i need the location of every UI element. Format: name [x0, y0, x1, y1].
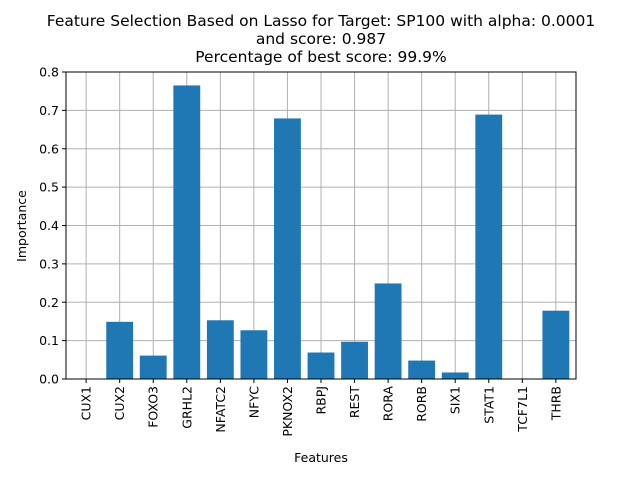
y-tick-label: 0.2 — [39, 295, 59, 310]
chart-title-line-3: Percentage of best score: 99.9% — [195, 48, 446, 66]
x-tick-label: REST — [347, 386, 362, 419]
y-tick-label: 0.5 — [39, 180, 59, 195]
x-axis: CUX1 CUX2 FOXO3 GRHL2 NFATC2 NFYC PKNOX2 RBPJ RE… — [79, 379, 563, 437]
y-tick-label: 0.8 — [39, 65, 59, 80]
x-tick-label: CUX1 — [79, 386, 94, 420]
bar-rorb — [408, 360, 436, 379]
x-tick-label: RORA — [381, 386, 396, 422]
bar-rora — [374, 283, 402, 379]
y-tick-label: 0.0 — [39, 372, 59, 387]
x-tick-label: CUX2 — [112, 386, 127, 420]
chart-title-line-2: and score: 0.987 — [256, 30, 386, 48]
bar-nfatc2 — [206, 320, 234, 379]
bars — [106, 85, 570, 380]
y-tick-label: 0.1 — [39, 333, 59, 348]
x-tick-label: SIX1 — [448, 386, 463, 414]
y-tick-label: 0.3 — [39, 256, 59, 271]
bar-thrb — [542, 310, 570, 379]
x-tick-label: STAT1 — [481, 386, 496, 424]
x-tick-label: RORB — [414, 386, 429, 422]
bar-rbpj — [307, 352, 335, 379]
y-tick-label: 0.6 — [39, 141, 59, 156]
x-tick-label: GRHL2 — [179, 386, 194, 429]
x-axis-label: Features — [294, 450, 348, 465]
bar-nfyc — [240, 330, 268, 379]
x-tick-label: RBPJ — [314, 386, 329, 415]
x-tick-label: FOXO3 — [146, 386, 161, 428]
bar-foxo3 — [139, 355, 167, 379]
x-tick-label: TCF7L1 — [515, 386, 530, 433]
x-tick-label: PKNOX2 — [280, 386, 295, 437]
bar-grhl2 — [173, 85, 201, 380]
x-tick-label: THRB — [548, 386, 563, 421]
y-tick-label: 0.7 — [39, 103, 59, 118]
y-axis: 0.0 0.1 0.2 0.3 0.4 0.5 0.6 0.7 0.8 — [39, 65, 66, 387]
y-axis-label: Importance — [14, 190, 29, 262]
bar-cux2 — [106, 321, 134, 379]
bar-pknox2 — [274, 118, 301, 379]
x-tick-label: NFYC — [246, 386, 261, 418]
y-tick-label: 0.4 — [39, 218, 59, 233]
bar-stat1 — [475, 114, 503, 379]
chart-title: Feature Selection Based on Lasso for Tar… — [47, 12, 596, 66]
x-tick-label: NFATC2 — [213, 386, 228, 433]
bar-rest — [341, 341, 368, 379]
bar-six1 — [441, 372, 469, 379]
chart-title-line-1: Feature Selection Based on Lasso for Tar… — [47, 12, 596, 30]
